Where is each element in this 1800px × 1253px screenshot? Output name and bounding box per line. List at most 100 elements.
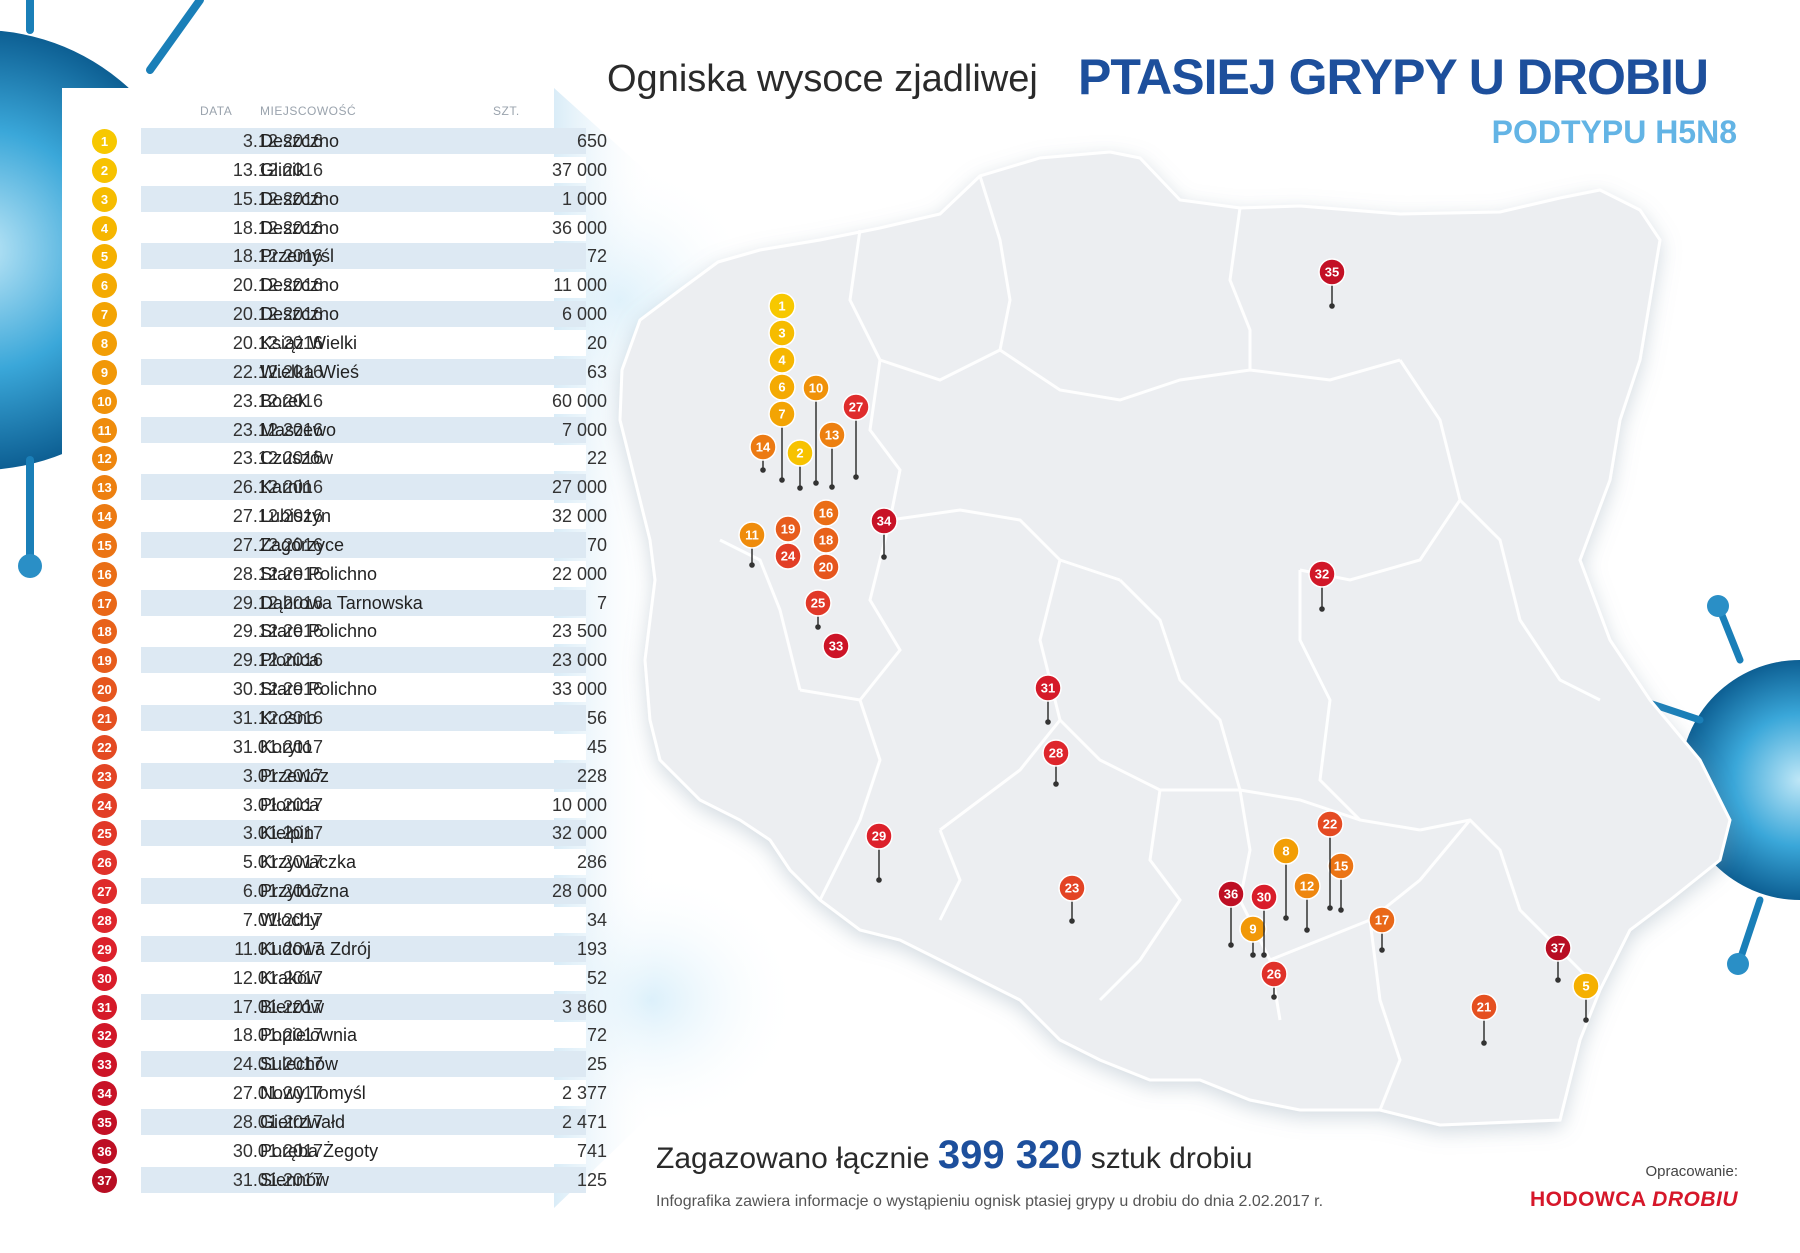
outbreak-pins: 1234567891011121314151617181920212223242… xyxy=(738,258,1600,1046)
map-pin-icon xyxy=(812,526,840,554)
map-pin-label: 28 xyxy=(1049,746,1063,761)
map-pin-16: 16 xyxy=(812,499,840,527)
row-place: Gietrzwałd xyxy=(260,1111,346,1132)
row-date: 24.01.2017 xyxy=(232,1054,323,1075)
map-pin-label: 32 xyxy=(1315,567,1329,582)
map-pin-icon xyxy=(1260,960,1288,988)
map-pin-icon xyxy=(1470,993,1498,1021)
header-place: MIEJSCOWOŚĆ xyxy=(260,104,357,118)
map-pin-label: 26 xyxy=(1267,967,1281,982)
row-date: 15.12.2016 xyxy=(232,188,323,209)
row-date: 17.01.2017 xyxy=(232,996,323,1017)
map-pin-24: 24 xyxy=(774,542,802,570)
row-date: 28.12.2016 xyxy=(232,563,323,584)
row-place: Zagórzyce xyxy=(260,534,345,555)
row-date: 27.01.2017 xyxy=(232,1083,323,1104)
row-number-badge: 1 xyxy=(92,129,117,154)
map-pin-34: 34 xyxy=(870,507,898,560)
table-row: 37 31.01.2017 Siennów 125 xyxy=(86,1166,607,1193)
row-date: 31.01.2017 xyxy=(232,736,323,757)
row-number-badge: 21 xyxy=(92,706,117,731)
map-pin-36: 36 xyxy=(1217,880,1245,948)
table-row: 23 3.01.2017 Przewóz 228 xyxy=(86,762,607,789)
map-pin-2: 2 xyxy=(786,439,814,491)
map-pin-icon xyxy=(768,373,796,401)
map-pin-label: 31 xyxy=(1041,681,1055,696)
map-pin-label: 2 xyxy=(796,446,803,461)
table-row: 33 24.01.2017 Sulechów 25 xyxy=(86,1050,607,1078)
table-row: 4 18.12.2016 Deszczno 36 000 xyxy=(86,214,607,241)
row-stripe xyxy=(141,301,586,328)
map-pin-dot xyxy=(1261,952,1267,958)
row-stripe xyxy=(141,964,586,991)
table-row: 10 23.12.2016 Borek 60 000 xyxy=(86,387,607,414)
map-pin-label: 35 xyxy=(1325,265,1339,280)
row-date: 18.12.2016 xyxy=(232,246,323,267)
map-pin-7: 7 xyxy=(768,400,796,483)
row-stripe xyxy=(141,618,586,645)
row-number-badge: 11 xyxy=(92,417,117,443)
row-stripe xyxy=(141,589,586,616)
header-date: DATA xyxy=(200,104,233,118)
row-count: 286 xyxy=(576,852,607,873)
row-count: 22 000 xyxy=(551,563,607,584)
map-pin-label: 23 xyxy=(1065,881,1079,896)
row-stripe xyxy=(141,503,586,530)
table-row: 22 31.01.2017 Koryto 45 xyxy=(86,733,607,760)
row-date: 27.12.2016 xyxy=(232,534,323,555)
table-row: 25 3.01.2017 Kiełpin 32 000 xyxy=(86,819,607,847)
table-row: 13 26.12.2016 Karnin 27 000 xyxy=(86,473,607,501)
map-pin-14: 14 xyxy=(749,433,777,473)
map-pin-label: 22 xyxy=(1323,817,1337,832)
row-count: 20 xyxy=(586,332,607,353)
row-place: Wielka Wieś xyxy=(260,361,360,382)
row-count: 7 000 xyxy=(561,419,607,440)
map-pin-22: 22 xyxy=(1316,810,1344,911)
map-pin-28: 28 xyxy=(1042,739,1070,787)
map-pin-label: 14 xyxy=(756,440,771,455)
row-place: Przemyśl xyxy=(260,246,335,267)
map-pin-label: 30 xyxy=(1257,890,1271,905)
map-pin-4: 4 xyxy=(768,346,796,374)
row-count: 741 xyxy=(576,1140,607,1161)
row-date: 13.12.2016 xyxy=(232,159,323,180)
total-suffix: sztuk drobiu xyxy=(1090,1142,1253,1175)
map-pin-icon xyxy=(1250,883,1278,911)
row-count: 3 860 xyxy=(561,996,607,1017)
table-row: 15 27.12.2016 Zagórzyce 70 xyxy=(86,531,607,558)
table-row: 28 7.01.2017 Włochy 34 xyxy=(86,906,607,933)
row-place: Sulechów xyxy=(260,1054,339,1075)
row-place: Przewóz xyxy=(260,765,330,786)
table-row: 11 23.12.2016 Maszewo 7 000 xyxy=(86,416,607,443)
row-date: 31.12.2016 xyxy=(232,708,323,728)
row-stripe xyxy=(141,272,586,299)
map-pin-icon xyxy=(768,319,796,347)
row-count: 32 000 xyxy=(551,823,607,844)
map-pin-label: 18 xyxy=(819,533,833,548)
map-pin-label: 19 xyxy=(781,522,795,537)
row-number-badge: 7 xyxy=(92,302,117,328)
title-bold: PTASIEJ GRYPY U DROBIU xyxy=(1078,49,1709,105)
row-count: 60 000 xyxy=(551,390,607,411)
map-pin-label: 9 xyxy=(1249,922,1256,937)
row-date: 22.12.2016 xyxy=(232,361,323,382)
row-date: 20.12.2016 xyxy=(232,304,323,325)
map-pin-30: 30 xyxy=(1250,883,1278,958)
row-count: 11 000 xyxy=(553,275,607,296)
row-stripe xyxy=(141,993,586,1020)
table-row: 36 30.01.2017 Poręba Żegoty 741 xyxy=(86,1137,607,1164)
row-number-badge: 30 xyxy=(92,965,117,991)
row-place: Bierzów xyxy=(260,996,325,1017)
row-date: 29.12.2016 xyxy=(232,592,323,613)
subtitle: PODTYPU H5N8 xyxy=(1491,114,1737,150)
map-pin-icon xyxy=(1042,739,1070,767)
row-count: 1 000 xyxy=(561,188,607,209)
map-pin-label: 24 xyxy=(781,549,796,564)
row-stripe xyxy=(141,762,586,789)
row-count: 63 xyxy=(586,361,607,382)
row-place: Popielownia xyxy=(260,1025,358,1046)
row-number-badge: 6 xyxy=(92,273,117,299)
row-number-badge: 25 xyxy=(92,821,117,847)
row-number-badge: 10 xyxy=(92,388,117,414)
map-pin-icon xyxy=(774,515,802,543)
